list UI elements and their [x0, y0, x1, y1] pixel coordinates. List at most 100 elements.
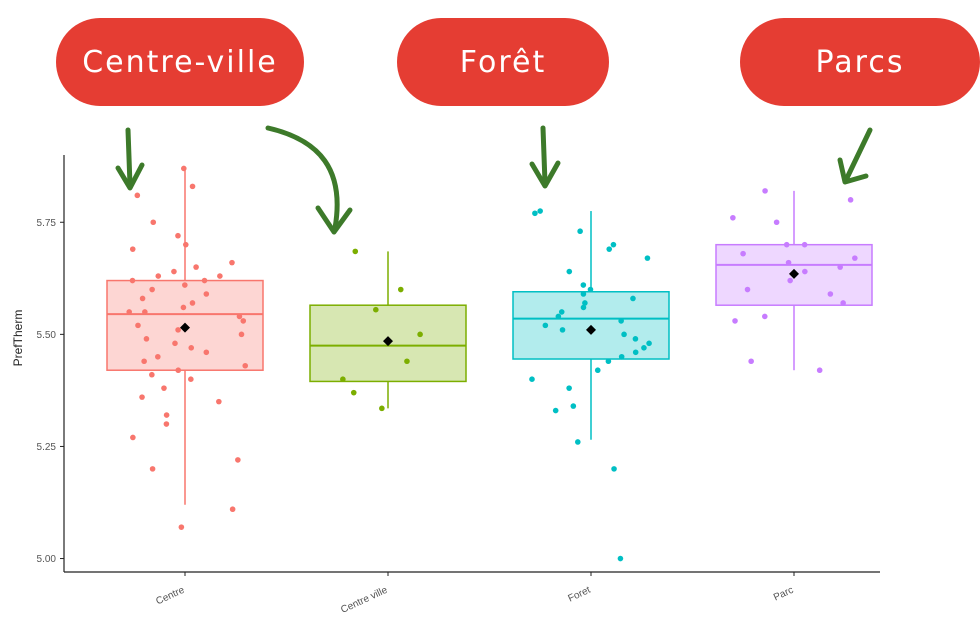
data-point — [193, 264, 199, 270]
annotation-arrows — [115, 125, 873, 235]
arrow-down-left-icon — [843, 127, 873, 183]
mean-marker — [586, 324, 596, 335]
y-axis-label: PrefTherm — [11, 310, 25, 367]
data-point — [141, 358, 147, 365]
y-tick-label: 5.50 — [37, 330, 57, 341]
data-point — [129, 246, 136, 252]
data-point — [175, 367, 182, 374]
data-point — [235, 457, 241, 463]
data-point — [126, 309, 133, 315]
data-point — [171, 268, 177, 275]
annotation-foret: Forêt — [397, 18, 609, 106]
data-point — [621, 331, 627, 338]
data-point — [142, 309, 148, 315]
data-point — [594, 367, 601, 374]
data-point — [532, 210, 538, 217]
annotation-parcs: Parcs — [740, 18, 980, 106]
data-point — [570, 403, 577, 409]
arrow-head-icon — [837, 157, 869, 185]
data-point — [558, 309, 565, 315]
y-tick-label: 5.25 — [37, 442, 57, 453]
annotation-centre-ville: Centre-ville — [56, 18, 304, 106]
data-point — [379, 405, 385, 412]
data-point — [730, 214, 736, 221]
y-ticks: 5.00 5.25 5.50 5.75 — [37, 218, 64, 565]
data-point — [161, 385, 167, 391]
data-point — [149, 286, 155, 293]
data-point — [155, 273, 162, 279]
data-point — [580, 304, 587, 311]
data-point — [618, 353, 625, 360]
data-point — [529, 376, 535, 382]
arrow-down-icon — [540, 125, 548, 186]
data-point — [646, 340, 652, 347]
data-point — [203, 291, 210, 297]
data-point — [785, 259, 792, 266]
data-point — [135, 322, 141, 329]
x-ticks: Centre Centre ville Foret Parc — [154, 572, 795, 616]
data-point — [236, 313, 243, 320]
y-tick-label: 5.00 — [37, 554, 57, 565]
mean-marker — [383, 336, 393, 347]
data-point — [566, 385, 572, 391]
data-point — [552, 407, 559, 414]
data-point — [397, 286, 404, 293]
data-point — [189, 183, 196, 190]
data-point — [537, 208, 543, 214]
data-point — [555, 313, 562, 320]
data-point — [632, 336, 639, 342]
box-group-centre-ville — [309, 248, 467, 412]
data-point — [617, 555, 624, 562]
data-point — [242, 362, 249, 369]
data-point — [240, 318, 247, 324]
data-point — [149, 466, 156, 472]
data-point — [182, 282, 188, 288]
data-point — [762, 188, 768, 194]
data-point — [732, 318, 738, 324]
data-point — [644, 255, 651, 261]
data-point — [801, 241, 808, 248]
data-point — [559, 327, 566, 333]
data-point — [189, 300, 196, 306]
data-point — [229, 506, 236, 513]
data-point — [352, 248, 359, 255]
mean-marker — [789, 268, 799, 279]
data-point — [580, 282, 587, 288]
data-point — [238, 331, 245, 338]
curved-arrow-icon — [265, 125, 340, 231]
data-point — [229, 259, 235, 266]
data-point — [175, 232, 181, 239]
data-point — [340, 376, 346, 382]
data-point — [163, 412, 170, 418]
x-tick-label: Centre — [154, 585, 186, 608]
data-point — [773, 219, 780, 226]
data-point — [178, 524, 185, 530]
box-series — [106, 165, 873, 562]
data-point — [182, 241, 189, 248]
data-point — [852, 255, 858, 261]
data-point — [203, 349, 210, 356]
data-point — [618, 318, 624, 324]
data-point — [149, 371, 155, 378]
box-group-foret — [512, 208, 670, 562]
data-point — [611, 466, 617, 472]
data-point — [180, 304, 187, 311]
data-point — [580, 291, 587, 297]
data-point — [143, 336, 150, 342]
data-point — [582, 300, 588, 306]
data-point — [201, 277, 208, 284]
data-point — [802, 268, 808, 275]
data-point — [566, 268, 573, 275]
data-point — [827, 291, 834, 297]
data-point — [139, 295, 146, 302]
data-point — [130, 434, 136, 441]
data-point — [740, 250, 746, 257]
data-point — [172, 340, 178, 347]
data-point — [134, 192, 141, 199]
data-point — [630, 295, 636, 302]
data-point — [188, 376, 194, 382]
data-point — [217, 273, 223, 279]
data-point — [632, 349, 639, 356]
data-point — [816, 367, 823, 374]
data-point — [837, 264, 843, 270]
